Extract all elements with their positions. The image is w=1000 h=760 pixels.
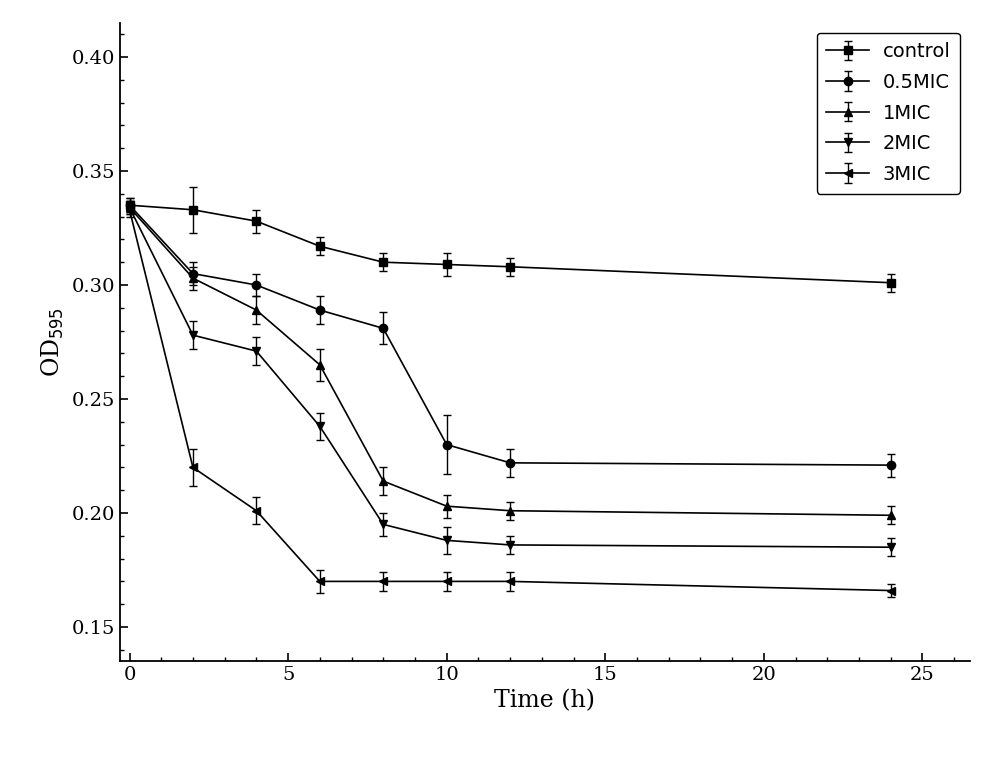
X-axis label: Time (h): Time (h) (494, 689, 596, 713)
Y-axis label: OD$_{595}$: OD$_{595}$ (40, 307, 66, 377)
Legend: control, 0.5MIC, 1MIC, 2MIC, 3MIC: control, 0.5MIC, 1MIC, 2MIC, 3MIC (817, 33, 960, 194)
